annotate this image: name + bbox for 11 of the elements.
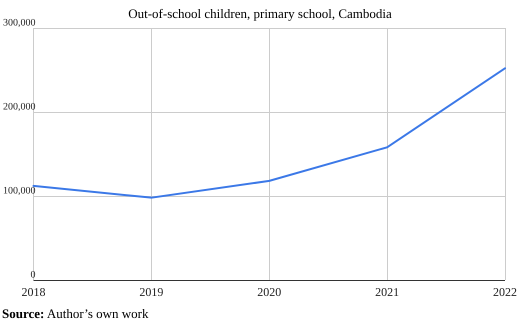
y-tick-label: 0 bbox=[30, 270, 36, 280]
x-tick-label: 2018 bbox=[22, 285, 46, 299]
y-tick-label: 200,000 bbox=[3, 102, 36, 112]
x-tick-label: 2019 bbox=[139, 285, 164, 299]
source-note: Source: Author’s own work bbox=[2, 306, 149, 321]
x-tick-label: 2021 bbox=[375, 285, 400, 299]
x-tick-label: 2022 bbox=[493, 285, 517, 299]
chart-title: Out-of-school children, primary school, Cambodia bbox=[128, 6, 392, 21]
x-tick-label: 2020 bbox=[257, 285, 282, 299]
y-tick-label: 100,000 bbox=[3, 186, 36, 196]
y-tick-label: 300,000 bbox=[3, 18, 36, 28]
